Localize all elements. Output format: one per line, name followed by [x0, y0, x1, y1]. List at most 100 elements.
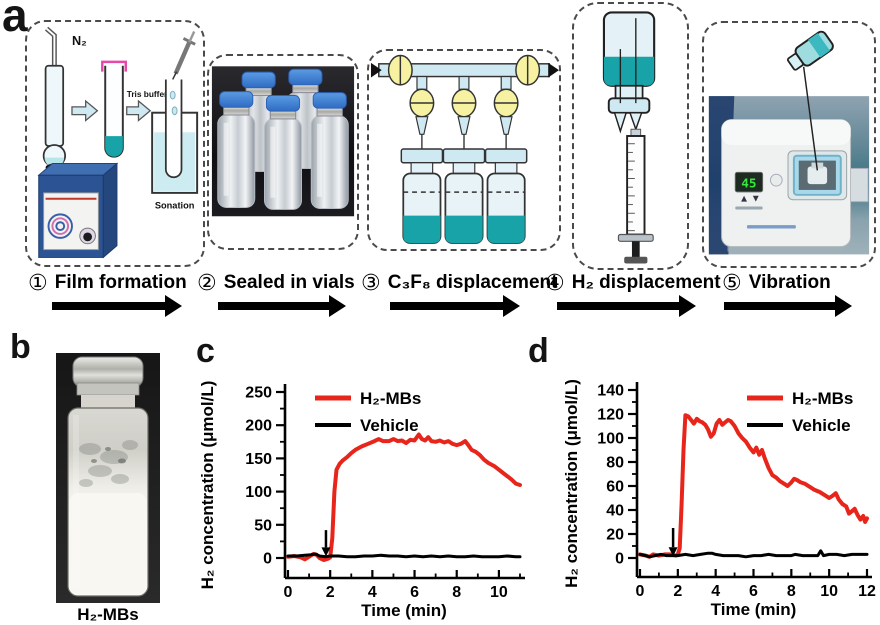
step-5-label: ⑤ Vibration: [722, 272, 831, 294]
x-axis-title: Time (min): [711, 600, 797, 619]
y-tick-label: 100: [245, 484, 272, 501]
panel-d-label: d: [528, 332, 549, 370]
h2-mbs-vial-photo: [56, 353, 160, 603]
step-3-label: ③ C₃F₈ displacement: [361, 272, 557, 294]
vortex-mixer: [37, 162, 119, 259]
series-line-h-mbs: [638, 413, 869, 559]
gas-manifold-diagram: [370, 54, 559, 244]
vials-photo: [211, 66, 355, 217]
lipid-film-test-tube: [101, 60, 127, 158]
y-tick-label: 80: [606, 455, 624, 472]
y-tick-label: 60: [606, 479, 624, 496]
sonication-label: Sonation: [155, 201, 195, 211]
vial: [484, 148, 528, 244]
step-4-text: H₂ displacement: [571, 272, 721, 293]
vial-front-right: [310, 92, 349, 209]
step-1-arrow-icon: [52, 295, 182, 317]
injection-arrow-icon: [321, 547, 331, 557]
step-3-arrow-icon: [390, 295, 520, 317]
step-1-label: ① Film formation: [28, 272, 187, 294]
step-2-label: ② Sealed in vials: [197, 272, 355, 294]
legend-label: H₂-MBs: [360, 389, 421, 408]
step-4-number: ④: [545, 270, 565, 295]
manifold-bar: [370, 54, 559, 86]
step-5-text: Vibration: [748, 272, 831, 293]
sonication-beaker: [151, 31, 199, 194]
x-tick-label: 4: [711, 583, 720, 600]
panel-c-label: c: [196, 332, 215, 370]
chart-d: 0 20 40 60 80 100 120 140 0 2 4 6 8 10 12 Time (min) H₂ …: [562, 379, 876, 619]
x-tick-label: 6: [749, 583, 758, 600]
sealed-vials-box: [207, 54, 359, 250]
panel-a-label: a: [2, 0, 28, 41]
step-4-label: ④ H₂ displacement: [545, 272, 721, 294]
h2-mbs-vial: [67, 356, 149, 597]
block-arrow-icon: [71, 99, 99, 122]
inverted-vial: [602, 11, 656, 134]
series-line-vehicle: [638, 549, 869, 559]
step-3-number: ③: [361, 270, 381, 295]
vial-front-center: [264, 95, 302, 210]
h2-displacement-box: [572, 2, 689, 270]
y-tick-label: 120: [597, 407, 624, 424]
legend-label: Vehicle: [792, 416, 851, 435]
step-2-text: Sealed in vials: [223, 272, 355, 293]
x-tick-label: 6: [410, 584, 419, 601]
y-axis-title: H₂ concentration (μmol/L): [562, 379, 581, 588]
y-tick-label: 150: [245, 451, 272, 468]
x-tick-label: 12: [858, 583, 876, 600]
y-tick-label: 0: [615, 551, 624, 568]
legend-label: H₂-MBs: [792, 389, 853, 408]
down-button: [752, 195, 759, 202]
step-4-arrow-icon: [557, 295, 696, 317]
timer-display: [734, 171, 764, 193]
block-arrow-icon: [126, 99, 152, 122]
step-2-arrow-icon: [218, 295, 346, 317]
x-tick-label: 2: [673, 583, 682, 600]
vibration-photo: 45: [708, 30, 870, 255]
lyophilized-texture: [79, 440, 138, 487]
y-tick-label: 250: [245, 385, 272, 402]
chart-c: 0 50 100 150 200 250 0 2 4 6 8 10 Time (min) H₂ conce…: [198, 381, 525, 620]
vial-shaker-machine: 45: [721, 119, 852, 252]
panel-b-label: b: [10, 328, 31, 366]
step-1-number: ①: [28, 270, 48, 295]
h2-displacement-diagram: [602, 11, 656, 264]
power-button: [769, 173, 783, 187]
step-5-arrow-icon: [724, 295, 852, 317]
vibration-box: 45: [702, 21, 876, 268]
vial: [442, 148, 486, 244]
y-tick-label: 140: [597, 383, 624, 400]
vial-front-left: [217, 91, 256, 208]
step-5-number: ⑤: [722, 270, 742, 295]
film-formation-diagram: N₂ Tris buffer: [37, 26, 199, 259]
series-line-h-mbs: [286, 432, 522, 562]
vial: [400, 148, 444, 244]
manifold-vials: [400, 148, 528, 244]
x-tick-label: 8: [787, 583, 796, 600]
nitrogen-inlet-tube: [42, 26, 67, 172]
y-tick-label: 20: [606, 527, 624, 544]
x-tick-label: 10: [490, 584, 508, 601]
n2-label: N₂: [72, 33, 87, 48]
y-axis-title: H₂ concentration (μmol/L): [198, 381, 217, 590]
x-tick-label: 4: [368, 584, 377, 601]
x-tick-label: 8: [452, 584, 461, 601]
injection-arrow-icon: [668, 547, 678, 557]
up-button: [741, 195, 747, 202]
c3f8-displacement-box: [367, 49, 561, 251]
gas-syringe: [617, 128, 654, 264]
y-tick-label: 0: [263, 551, 272, 568]
step-3-text: C₃F₈ displacement: [387, 272, 558, 293]
pointer-line: [802, 66, 819, 171]
film-formation-box: N₂ Tris buffer: [25, 20, 205, 267]
y-tick-label: 40: [606, 503, 624, 520]
x-tick-label: 0: [636, 583, 645, 600]
panel-b-caption: H₂-MBs: [77, 605, 139, 624]
y-tick-label: 200: [245, 418, 272, 435]
manifold-branches: [409, 75, 519, 177]
series-line-vehicle: [286, 552, 522, 559]
timer-display-value: 45: [741, 175, 756, 190]
branch-valve: [451, 75, 477, 177]
